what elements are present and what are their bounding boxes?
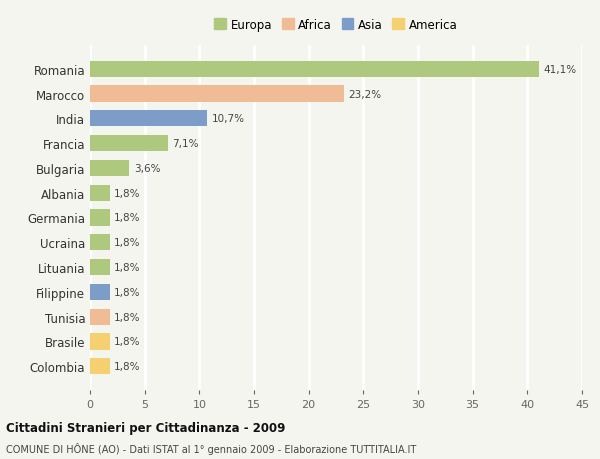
Text: 1,8%: 1,8%: [114, 188, 140, 198]
Bar: [90, 86, 344, 102]
Bar: [90, 185, 110, 202]
Text: 1,8%: 1,8%: [114, 312, 140, 322]
Text: Cittadini Stranieri per Cittadinanza - 2009: Cittadini Stranieri per Cittadinanza - 2…: [6, 421, 286, 434]
Text: 23,2%: 23,2%: [348, 90, 381, 99]
Text: 1,8%: 1,8%: [114, 238, 140, 248]
Text: 1,8%: 1,8%: [114, 213, 140, 223]
Bar: [90, 334, 110, 350]
Bar: [90, 136, 167, 152]
Text: 1,8%: 1,8%: [114, 362, 140, 371]
Legend: Europa, Africa, Asia, America: Europa, Africa, Asia, America: [209, 14, 463, 36]
Bar: [90, 161, 130, 177]
Text: 3,6%: 3,6%: [134, 163, 160, 174]
Text: 41,1%: 41,1%: [544, 65, 577, 74]
Text: 1,8%: 1,8%: [114, 337, 140, 347]
Bar: [90, 358, 110, 375]
Bar: [90, 210, 110, 226]
Bar: [90, 284, 110, 300]
Text: 7,1%: 7,1%: [172, 139, 199, 149]
Text: 10,7%: 10,7%: [211, 114, 244, 124]
Text: 1,8%: 1,8%: [114, 263, 140, 273]
Bar: [90, 111, 207, 127]
Bar: [90, 309, 110, 325]
Text: COMUNE DI HÔNE (AO) - Dati ISTAT al 1° gennaio 2009 - Elaborazione TUTTITALIA.IT: COMUNE DI HÔNE (AO) - Dati ISTAT al 1° g…: [6, 442, 416, 454]
Bar: [90, 62, 539, 78]
Text: 1,8%: 1,8%: [114, 287, 140, 297]
Bar: [90, 235, 110, 251]
Bar: [90, 259, 110, 275]
